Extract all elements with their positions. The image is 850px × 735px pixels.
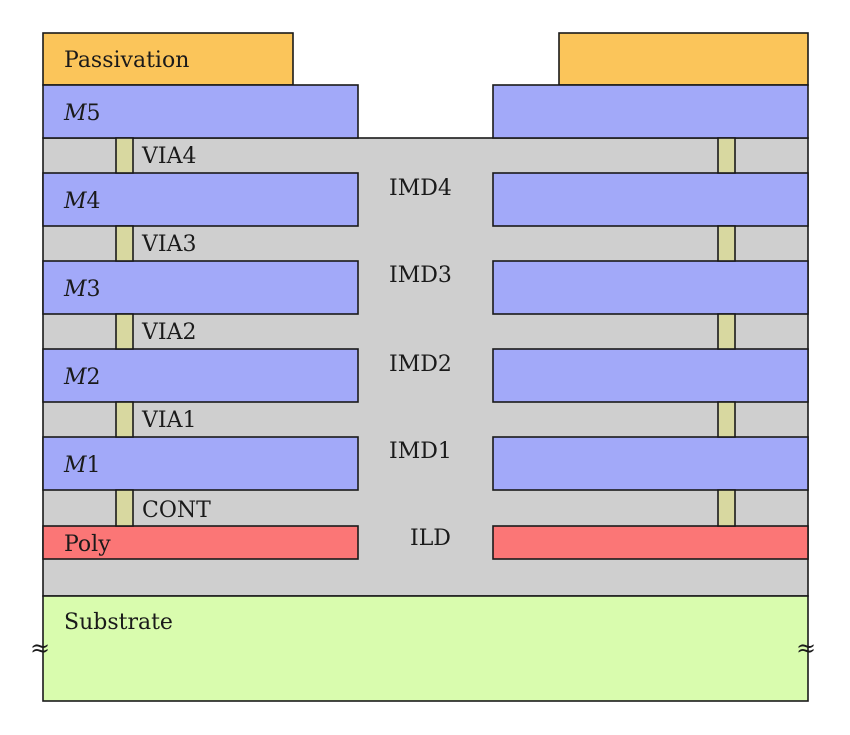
passivation-left xyxy=(42,32,294,86)
ild-label: ILD xyxy=(410,526,451,551)
via3-right xyxy=(717,225,736,262)
via1-label: VIA1 xyxy=(141,408,196,433)
metal-m4-left xyxy=(42,172,359,227)
imd2-label: IMD2 xyxy=(389,352,452,377)
metal-m4-right xyxy=(492,172,809,227)
m2-label: M2 xyxy=(63,365,101,390)
passivation-right xyxy=(558,32,809,86)
via3-label: VIA3 xyxy=(141,232,196,257)
substrate-label: Substrate xyxy=(64,610,173,635)
substrate-layer xyxy=(42,595,809,702)
imd1-label: IMD1 xyxy=(389,439,452,464)
poly-right xyxy=(492,525,809,560)
cont-left xyxy=(115,489,134,527)
m1-label: M1 xyxy=(63,453,101,478)
via4-right xyxy=(717,137,736,174)
metal-m5-right xyxy=(492,84,809,139)
via4-left xyxy=(115,137,134,174)
metal-m1-right xyxy=(492,436,809,491)
via1-left xyxy=(115,401,134,438)
imd4-label: IMD4 xyxy=(389,176,452,201)
via4-label: VIA4 xyxy=(141,144,196,169)
poly-label: Poly xyxy=(64,532,111,557)
break-mark-right-icon: ≈ xyxy=(796,634,816,662)
via1-right xyxy=(717,401,736,438)
metal-m1-left xyxy=(42,436,359,491)
metal-m2-left xyxy=(42,348,359,403)
m4-label: M4 xyxy=(63,189,101,214)
passivation-label: Passivation xyxy=(64,48,189,73)
m5-label: M5 xyxy=(63,101,101,126)
metal-m3-right xyxy=(492,260,809,315)
poly-left xyxy=(42,525,359,560)
via2-right xyxy=(717,313,736,350)
imd3-label: IMD3 xyxy=(389,263,452,288)
metal-m3-left xyxy=(42,260,359,315)
via3-left xyxy=(115,225,134,262)
m3-label: M3 xyxy=(63,277,101,302)
break-mark-left-icon: ≈ xyxy=(30,634,50,662)
metal-m2-right xyxy=(492,348,809,403)
via2-left xyxy=(115,313,134,350)
metal-m5-left xyxy=(42,84,359,139)
cont-label: CONT xyxy=(142,498,211,523)
via2-label: VIA2 xyxy=(141,320,196,345)
cont-right xyxy=(717,489,736,527)
